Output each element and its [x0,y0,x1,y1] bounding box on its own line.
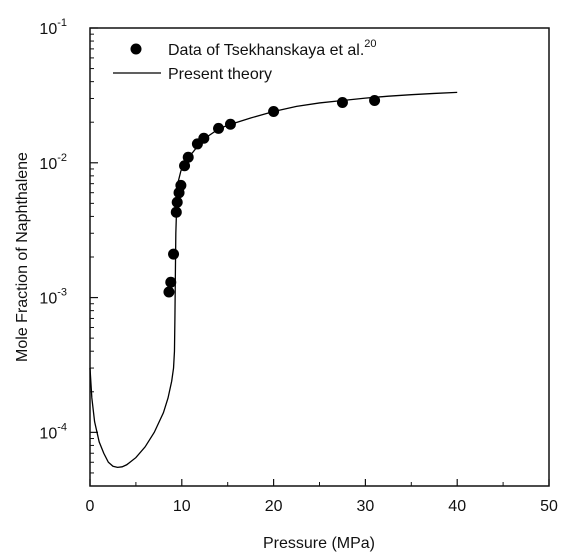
y-axis-title: Mole Fraction of Naphthalene [14,152,31,362]
data-point [168,248,180,260]
y-axis-ticks: 10-4 10-3 10-2 10-1 [39,17,98,487]
x-axis-ticks: 0 10 20 30 40 50 [86,479,558,515]
y-tick-label: 10-4 [39,421,67,442]
x-tick-label: 0 [86,498,95,515]
x-tick-label: 10 [173,498,191,515]
theory-curve-layer [89,91,458,469]
legend-marker-data [130,43,142,55]
data-point [369,94,381,106]
y-tick-label: 10-1 [39,17,67,38]
legend-label-data: Data of Tsekhanskaya et al.20 [168,38,377,59]
data-point [268,106,280,118]
data-point [182,151,194,163]
data-points-layer [163,94,381,298]
y-tick-label: 10-3 [39,287,67,308]
x-tick-label: 50 [540,498,558,515]
data-point [171,196,183,208]
legend: Data of Tsekhanskaya et al.20 Present th… [113,38,377,83]
data-point [175,179,187,191]
data-point [198,132,210,144]
x-tick-label: 30 [357,498,375,515]
data-point [170,206,182,218]
data-point [165,276,177,288]
data-point [224,118,236,130]
theory-curve [89,91,458,469]
x-tick-label: 20 [265,498,283,515]
plot-frame [89,27,550,487]
data-point [213,122,225,134]
data-point [163,286,175,298]
data-point [336,97,348,109]
data-point [179,160,191,172]
x-axis-title: Pressure (MPa) [263,535,375,552]
legend-label-theory: Present theory [168,66,272,83]
y-tick-label: 10-2 [39,152,67,173]
x-tick-label: 40 [448,498,466,515]
